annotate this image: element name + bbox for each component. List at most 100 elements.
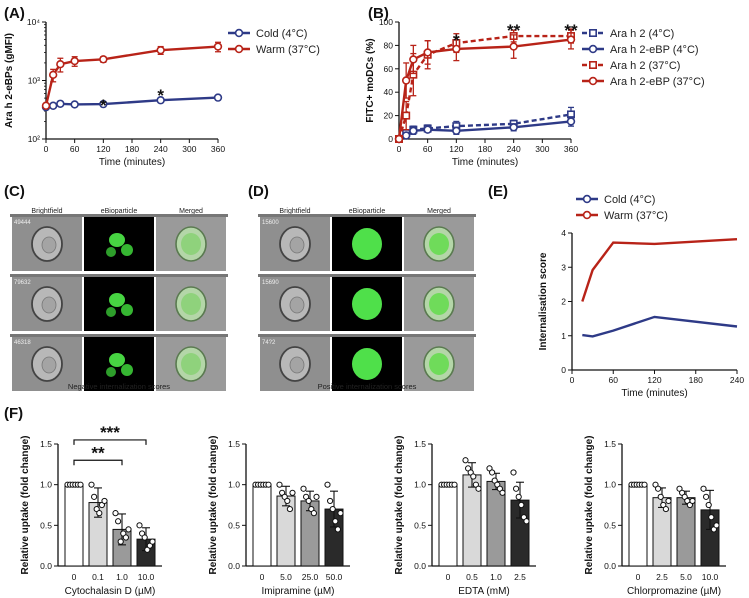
data-point — [657, 493, 664, 500]
data-point — [703, 493, 710, 500]
x-tick-label: 300 — [535, 144, 549, 154]
data-point — [655, 485, 662, 492]
x-tick-label: 0 — [446, 572, 451, 582]
series-line — [581, 237, 738, 302]
significance-mark: * — [453, 31, 460, 50]
merged-signal — [181, 233, 201, 255]
fluorescence-signal — [109, 233, 125, 247]
bar — [676, 497, 696, 567]
panel-label-d: (D) — [248, 183, 269, 200]
x-axis-label: EDTA (mM) — [458, 586, 509, 597]
data-point — [566, 35, 576, 44]
x-tick-label: 180 — [125, 144, 139, 154]
x-tick-label: 5.0 — [680, 572, 692, 582]
legend-marker — [234, 44, 244, 54]
x-axis-label: Time (minutes) — [621, 388, 687, 399]
data-point — [149, 538, 156, 545]
fluorescence-signal — [109, 293, 125, 307]
fluorescence-signal — [109, 353, 125, 367]
x-axis-label: Time (minutes) — [99, 157, 165, 168]
data-point — [409, 126, 418, 136]
y-tick-label: 40 — [384, 87, 394, 97]
x-tick-label: 0 — [636, 572, 641, 582]
data-point — [88, 481, 95, 488]
merged-signal — [181, 293, 201, 315]
y-tick-label: 2 — [561, 297, 566, 307]
x-tick-label: 2.5 — [656, 572, 668, 582]
brightfield-nucleus — [41, 236, 57, 254]
legend-label: Ara h 2 (37°C) — [610, 60, 680, 72]
data-point — [91, 493, 98, 500]
y-tick-label: 1.0 — [40, 480, 52, 490]
legend-marker — [588, 60, 597, 69]
chart-a: 10² 10³ 10⁴ 0 60 120 180 240 300 360 Time (minutes… — [4, 17, 320, 168]
x-tick-label: 25.0 — [302, 572, 319, 582]
legend-marker — [588, 28, 597, 37]
data-point — [101, 497, 108, 505]
cell-id: 15690 — [262, 280, 279, 286]
fluorescence-signal — [121, 364, 133, 376]
y-tick-label: 1.5 — [40, 439, 52, 449]
x-tick-label: 120 — [647, 375, 661, 385]
cell-id: 74?2 — [262, 340, 276, 346]
data-point — [48, 101, 58, 110]
legend-label: Cold (4°C) — [256, 28, 307, 40]
cell-id: 79632 — [14, 280, 31, 286]
y-axis-label: FITC+ moDCs (%) — [365, 38, 376, 122]
x-axis-label: Chlorpromazine (µM) — [627, 586, 721, 597]
data-point — [112, 510, 119, 517]
chart-f2: 0.0 0.5 1.0 1.5 Relative uptake (fold change… — [208, 436, 350, 597]
data-point — [708, 514, 715, 521]
image-panel-d: Brightfield eBioparticle Merged 15600 15690 7… — [258, 208, 476, 391]
bar — [276, 495, 296, 567]
fluorescence-signal — [121, 244, 133, 256]
row-separator — [258, 274, 476, 277]
y-tick-label: 0.0 — [604, 561, 616, 571]
data-point — [122, 534, 130, 541]
x-tick-label: 180 — [689, 375, 703, 385]
data-point — [518, 501, 525, 509]
brightfield-nucleus — [289, 296, 305, 314]
y-tick-label: 0 — [388, 134, 393, 144]
y-tick-label: 0.5 — [604, 520, 616, 530]
significance-mark: ** — [91, 443, 105, 462]
brightfield-nucleus — [289, 236, 305, 254]
fluorescence-signal — [106, 367, 116, 377]
x-tick-label: 360 — [564, 144, 578, 154]
y-tick-label: 1.5 — [414, 439, 426, 449]
panel-label-c: (C) — [4, 183, 25, 200]
legend-label: Cold (4°C) — [604, 194, 655, 206]
merged-signal — [429, 233, 449, 255]
data-point — [310, 510, 317, 517]
significance-bracket — [73, 459, 123, 466]
row-separator — [10, 274, 228, 277]
significance-mark: ** — [564, 21, 578, 40]
data-point — [499, 489, 506, 496]
fluorescence-signal — [121, 304, 133, 316]
y-tick-label: 1 — [561, 331, 566, 341]
brightfield-nucleus — [41, 296, 57, 314]
y-axis-label: Relative uptake (fold change) — [394, 436, 405, 575]
legend-marker — [588, 44, 598, 54]
fluorescence-signal — [352, 228, 382, 260]
data-point — [662, 505, 670, 513]
x-tick-label: 10.0 — [702, 572, 719, 582]
x-tick-label: 1.0 — [116, 572, 128, 582]
data-point — [451, 481, 458, 488]
legend-label: Ara h 2-eBP (4°C) — [610, 44, 699, 56]
x-tick-label: 240 — [507, 144, 521, 154]
data-point — [401, 76, 411, 85]
data-point — [70, 56, 79, 66]
panel-label-e: (E) — [488, 183, 508, 200]
cell-id: 15600 — [262, 220, 279, 226]
y-tick-label: 0 — [561, 365, 566, 375]
bar — [438, 484, 458, 567]
x-tick-label: 60 — [423, 144, 433, 154]
y-tick-label: 0.0 — [228, 561, 240, 571]
chart-e: 0 1 2 3 4 0 60 120 180 240 Time (minutes) Internali… — [538, 194, 744, 399]
x-tick-label: 0 — [44, 144, 49, 154]
series-line — [44, 45, 219, 107]
chart-f4: 0.0 0.5 1.0 1.5 Relative uptake (fold change… — [584, 436, 726, 597]
fluorescence-signal — [352, 348, 382, 380]
data-point — [41, 101, 51, 110]
